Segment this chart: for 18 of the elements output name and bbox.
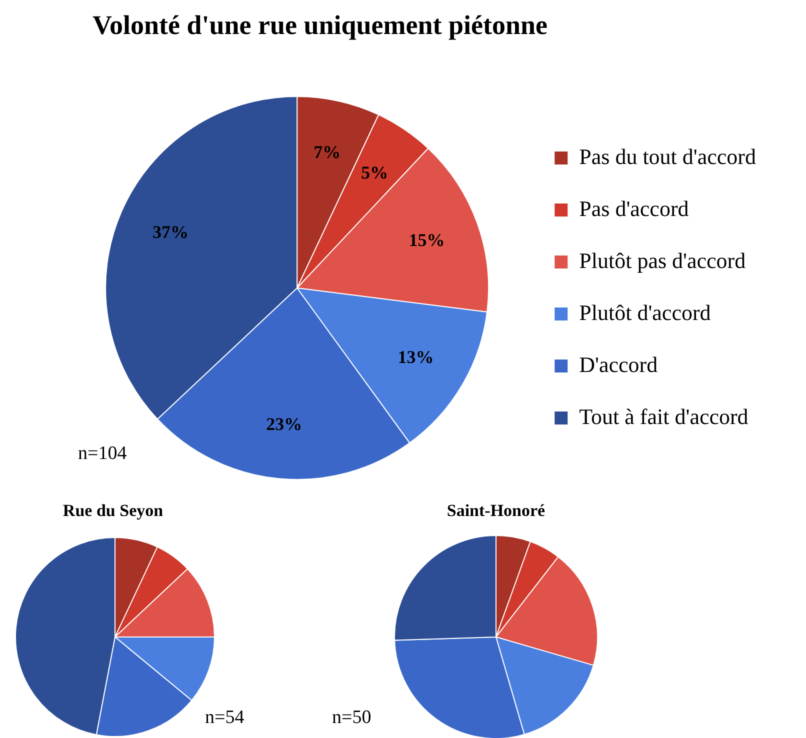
- data-label: 13%: [398, 346, 434, 367]
- text: n=50: [332, 707, 372, 729]
- text: n=104: [78, 443, 127, 465]
- data-label: 15%: [408, 230, 445, 250]
- legend-label: Pas d'accord: [579, 196, 689, 221]
- legend-label: Pas du tout d'accord: [579, 144, 756, 169]
- data-label: 7%: [314, 142, 341, 162]
- legend-label: Tout à fait d'accord: [579, 404, 748, 429]
- chart-title: Rue du Seyon: [62, 501, 164, 521]
- legend-label: D'accord: [579, 352, 658, 377]
- chart-title: Volonté d'une rue uniquement piétonne: [92, 10, 548, 41]
- data-label: 37%: [152, 222, 189, 242]
- legend-label: Plutôt pas d'accord: [579, 248, 746, 273]
- chart-title: Saint-Honoré: [446, 501, 546, 521]
- legend-label: Plutôt d'accord: [579, 300, 711, 325]
- text: n=54: [205, 707, 244, 729]
- data-label: 5%: [361, 162, 388, 183]
- data-label: 23%: [266, 414, 302, 434]
